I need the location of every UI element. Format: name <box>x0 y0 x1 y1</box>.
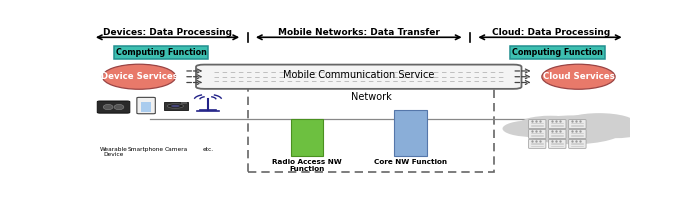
FancyBboxPatch shape <box>196 65 522 89</box>
Circle shape <box>562 113 636 134</box>
Text: Devices: Data Processing: Devices: Data Processing <box>104 28 232 37</box>
FancyBboxPatch shape <box>568 139 586 148</box>
Bar <box>291 119 323 156</box>
Ellipse shape <box>542 64 615 89</box>
FancyBboxPatch shape <box>549 139 566 148</box>
Ellipse shape <box>114 104 124 110</box>
Text: Mobile Communication Service: Mobile Communication Service <box>283 70 435 80</box>
Text: Core NW Function: Core NW Function <box>374 159 447 165</box>
FancyBboxPatch shape <box>528 129 546 138</box>
FancyBboxPatch shape <box>568 120 586 129</box>
Text: Network: Network <box>351 92 391 102</box>
Text: etc.: etc. <box>202 147 214 151</box>
FancyBboxPatch shape <box>549 120 566 129</box>
FancyBboxPatch shape <box>137 97 155 114</box>
Text: Camera: Camera <box>164 147 188 151</box>
Bar <box>164 102 188 110</box>
Text: Radio Access NW
Function: Radio Access NW Function <box>272 159 342 172</box>
Ellipse shape <box>103 104 113 110</box>
Circle shape <box>503 120 562 137</box>
Text: Computing Function: Computing Function <box>512 48 603 57</box>
FancyBboxPatch shape <box>549 129 566 138</box>
Bar <box>394 110 426 156</box>
Circle shape <box>583 120 648 138</box>
Text: Cloud Services: Cloud Services <box>542 72 615 81</box>
FancyBboxPatch shape <box>97 101 130 113</box>
Circle shape <box>171 105 180 107</box>
Bar <box>181 102 187 104</box>
Circle shape <box>519 116 582 133</box>
Circle shape <box>522 115 624 144</box>
FancyBboxPatch shape <box>113 46 209 59</box>
FancyBboxPatch shape <box>510 46 605 59</box>
FancyBboxPatch shape <box>528 120 546 129</box>
Text: Computing Function: Computing Function <box>116 48 206 57</box>
Text: Mobile Networks: Data Transfer: Mobile Networks: Data Transfer <box>278 28 440 37</box>
FancyBboxPatch shape <box>528 139 546 148</box>
Circle shape <box>167 104 183 108</box>
FancyBboxPatch shape <box>568 129 586 138</box>
Ellipse shape <box>102 64 176 89</box>
Text: Wearable
Device: Wearable Device <box>99 147 127 157</box>
Text: Cloud: Data Processing: Cloud: Data Processing <box>492 28 610 37</box>
Bar <box>141 102 151 112</box>
Text: Device Services: Device Services <box>101 72 178 81</box>
Text: Smartphone: Smartphone <box>128 147 164 151</box>
